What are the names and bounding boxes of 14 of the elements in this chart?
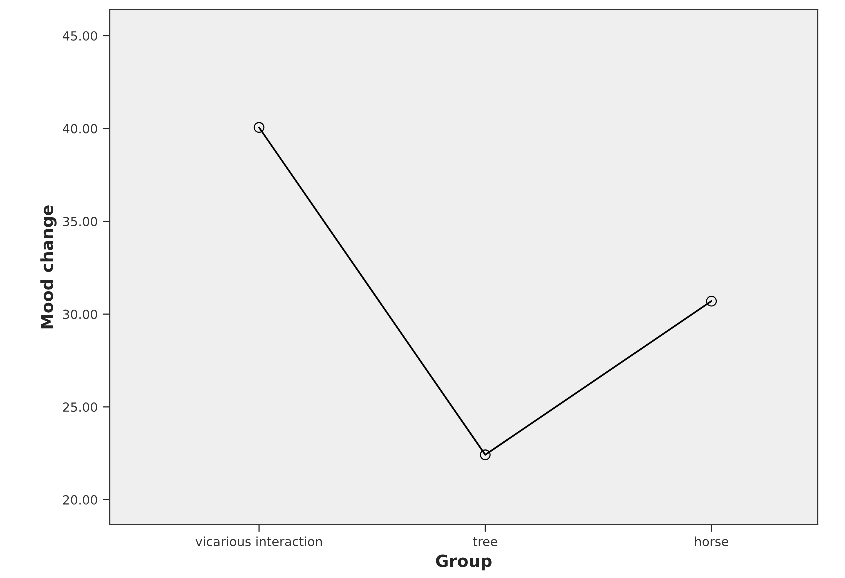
y-tick-label: 20.00 <box>63 495 98 505</box>
y-tick-label: 35.00 <box>63 217 98 226</box>
x-tick-label: vicarious interaction <box>196 536 322 546</box>
y-axis-title: Mood change <box>40 206 57 329</box>
y-tick-label: 25.00 <box>63 402 98 412</box>
point <box>706 296 718 307</box>
y-tick-label: 30.00 <box>63 310 98 320</box>
point <box>254 122 265 134</box>
point <box>480 450 491 460</box>
y-tick-label: 40.00 <box>63 124 98 134</box>
x-axis-title: Group <box>436 554 492 571</box>
x-tick-label: horse <box>695 536 728 546</box>
x-tick-label: tree <box>473 538 498 546</box>
y-tick-label: 45.00 <box>63 31 98 41</box>
